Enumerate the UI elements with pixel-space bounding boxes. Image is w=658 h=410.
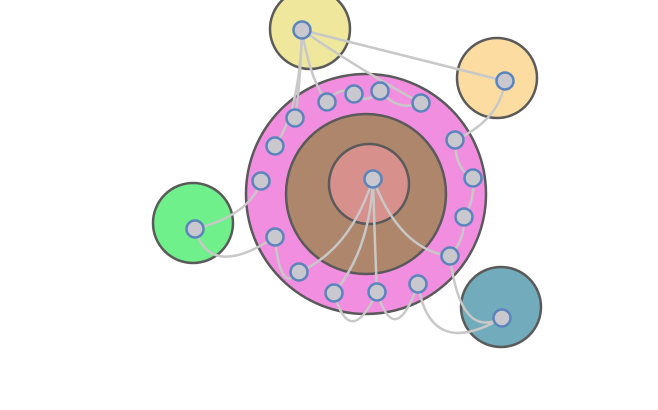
edge <box>273 28 304 148</box>
node-teal[interactable] <box>492 308 512 328</box>
node-ring[interactable] <box>289 262 309 282</box>
edge <box>332 290 379 323</box>
edge <box>375 282 420 321</box>
node-ring[interactable] <box>440 246 460 266</box>
node-ring[interactable] <box>324 283 344 303</box>
node-ring[interactable] <box>317 92 337 112</box>
group-nodes <box>185 20 515 328</box>
edge <box>371 177 452 258</box>
node-center[interactable] <box>363 169 383 189</box>
node-ring[interactable] <box>344 84 364 104</box>
node-ring[interactable] <box>370 81 390 101</box>
node-ring[interactable] <box>265 227 285 247</box>
edge <box>300 28 423 105</box>
edge <box>300 28 507 83</box>
group-circles <box>151 0 543 349</box>
node-ring[interactable] <box>285 108 305 128</box>
edge <box>193 227 277 258</box>
node-ring[interactable] <box>251 171 271 191</box>
edge <box>297 177 375 274</box>
node-ring[interactable] <box>463 168 483 188</box>
node-ring[interactable] <box>411 93 431 113</box>
satellite-teal-circle <box>459 265 543 349</box>
node-green[interactable] <box>185 219 205 239</box>
node-ring[interactable] <box>367 282 387 302</box>
edge <box>416 282 504 335</box>
node-ring[interactable] <box>265 136 285 156</box>
node-orange[interactable] <box>495 71 515 91</box>
node-ring[interactable] <box>454 207 474 227</box>
edge <box>332 177 375 295</box>
node-ring[interactable] <box>408 274 428 294</box>
node-ring[interactable] <box>445 130 465 150</box>
node-yellow[interactable] <box>292 20 312 40</box>
